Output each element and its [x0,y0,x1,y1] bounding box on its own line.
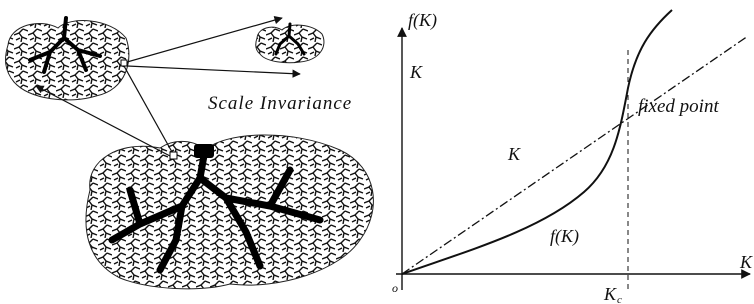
scale-label: Scale Invariance [208,93,352,114]
lung-tree-medium [6,18,129,100]
origin-label: o [392,281,398,295]
line-label: K [507,144,521,164]
y-sublabel: K [409,62,423,82]
critical-label: K [603,284,617,304]
fixed-point-label: fixed point [638,96,719,117]
curve [402,10,672,274]
x-axis-label: K [739,252,753,272]
y-axis-label: f(K) [408,10,437,31]
lung-tree-large [86,135,373,289]
figure: Scale Invariance f(K) K K o K c K f(K) f… [0,0,754,304]
critical-subscript: c [617,294,622,304]
curve-label: f(K) [550,226,579,247]
lung-tree-small [256,24,324,63]
plot [396,10,750,292]
